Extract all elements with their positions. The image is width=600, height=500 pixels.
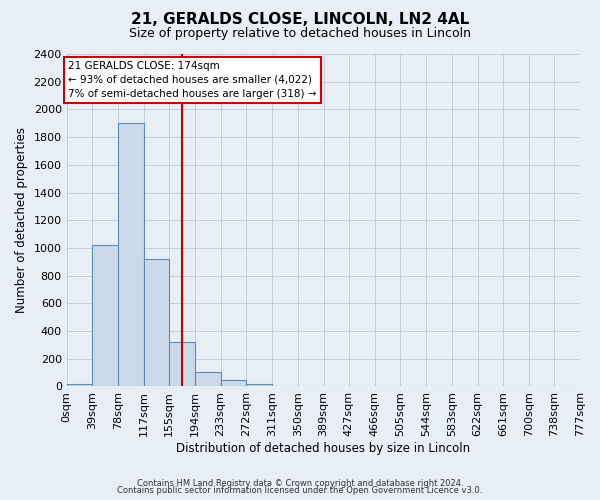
Bar (144, 259, 169, 386)
Bar (118, 124, 144, 386)
Bar (221, 380, 247, 386)
Text: 21, GERALDS CLOSE, LINCOLN, LN2 4AL: 21, GERALDS CLOSE, LINCOLN, LN2 4AL (131, 12, 469, 28)
Bar (67, 384, 92, 386)
Bar (169, 342, 195, 386)
Bar (195, 372, 221, 386)
Y-axis label: Number of detached properties: Number of detached properties (15, 127, 28, 313)
Bar (92, 245, 118, 386)
Bar (247, 384, 272, 386)
Text: Size of property relative to detached houses in Lincoln: Size of property relative to detached ho… (129, 28, 471, 40)
Text: Contains public sector information licensed under the Open Government Licence v3: Contains public sector information licen… (118, 486, 482, 495)
Text: 21 GERALDS CLOSE: 174sqm
← 93% of detached houses are smaller (4,022)
7% of semi: 21 GERALDS CLOSE: 174sqm ← 93% of detach… (68, 61, 316, 99)
Text: Contains HM Land Registry data © Crown copyright and database right 2024.: Contains HM Land Registry data © Crown c… (137, 478, 463, 488)
X-axis label: Distribution of detached houses by size in Lincoln: Distribution of detached houses by size … (176, 442, 470, 455)
